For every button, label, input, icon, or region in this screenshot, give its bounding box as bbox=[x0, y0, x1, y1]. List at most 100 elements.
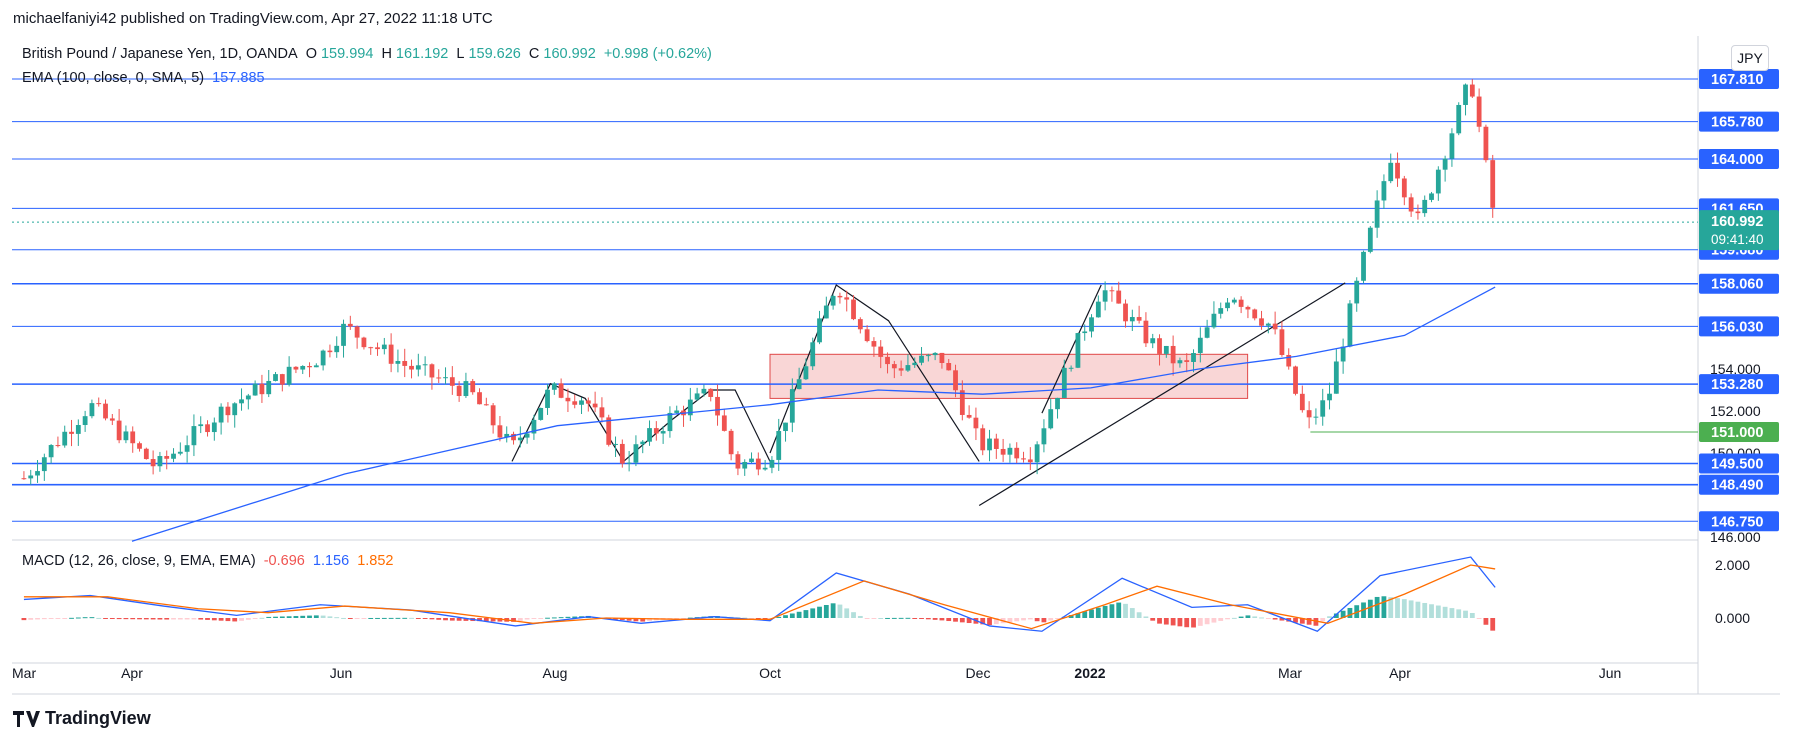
candle-body bbox=[1469, 84, 1475, 97]
histogram-bar bbox=[1225, 618, 1230, 620]
candle-body bbox=[966, 414, 972, 418]
candle-body bbox=[898, 368, 904, 371]
candle-body bbox=[490, 405, 496, 426]
brand-name: TradingView bbox=[45, 708, 151, 728]
candle-body bbox=[293, 366, 299, 370]
candle-body bbox=[1279, 329, 1285, 355]
candle-body bbox=[932, 352, 938, 356]
histogram-bar bbox=[511, 618, 516, 622]
candle-body bbox=[1361, 251, 1366, 281]
candle-body bbox=[844, 297, 850, 300]
histogram-bar bbox=[75, 617, 81, 619]
candle-body bbox=[735, 454, 741, 469]
candle-body bbox=[585, 400, 591, 404]
candle-body bbox=[959, 390, 965, 415]
candle-body bbox=[130, 431, 136, 444]
change-value: +0.998 (+0.62%) bbox=[603, 46, 712, 62]
histogram-bar bbox=[939, 618, 945, 621]
histogram-bar bbox=[878, 617, 884, 619]
candle-body bbox=[755, 458, 761, 470]
currency-button[interactable]: JPY bbox=[1731, 45, 1769, 71]
histogram-bar bbox=[898, 617, 904, 619]
candle-body bbox=[1340, 346, 1346, 362]
level-badge-label: 146.750 bbox=[1711, 514, 1763, 530]
histogram-bar bbox=[844, 608, 850, 618]
histogram-bar bbox=[980, 618, 986, 625]
candle-body bbox=[993, 438, 999, 449]
candle-body bbox=[266, 380, 272, 395]
candle-body bbox=[48, 445, 54, 458]
histogram-bar bbox=[334, 617, 340, 619]
candle-body bbox=[137, 443, 142, 449]
candle-body bbox=[69, 431, 74, 434]
candle-body bbox=[1442, 158, 1448, 170]
candle-body bbox=[116, 420, 122, 441]
tradingview-logo[interactable]: TradingView bbox=[13, 708, 151, 729]
histogram-bar bbox=[789, 613, 795, 618]
histogram-bar bbox=[565, 616, 571, 618]
candle-body bbox=[742, 461, 748, 469]
price-tick-label: 146.000 bbox=[1710, 529, 1761, 545]
histogram-bar bbox=[864, 618, 870, 619]
histogram-bar bbox=[1299, 618, 1305, 624]
candle-body bbox=[885, 356, 890, 365]
candle-body bbox=[538, 407, 544, 420]
candle-body bbox=[28, 475, 34, 479]
candle-body bbox=[1095, 301, 1101, 318]
histogram-bar bbox=[1014, 618, 1020, 622]
candle-body bbox=[1313, 416, 1319, 418]
candle-body bbox=[694, 393, 700, 400]
ema-value: 157.885 bbox=[212, 70, 265, 86]
histogram-bar bbox=[211, 618, 217, 621]
candle-body bbox=[279, 374, 285, 385]
histogram-bar bbox=[157, 618, 163, 620]
macd-legend: MACD (12, 26, close, 9, EMA, EMA) -0.696… bbox=[22, 553, 398, 569]
histogram-bar bbox=[1048, 618, 1054, 621]
candle-body bbox=[796, 379, 802, 390]
candle-body bbox=[789, 389, 795, 423]
candle-body bbox=[633, 444, 639, 463]
histogram-bar bbox=[89, 617, 95, 619]
histogram-bar bbox=[307, 615, 312, 618]
candle-body bbox=[905, 365, 911, 371]
candle-body bbox=[871, 341, 877, 347]
candle-body bbox=[334, 345, 340, 353]
candle-body bbox=[402, 360, 408, 366]
candle-body bbox=[606, 417, 612, 445]
macd-tick-label: 0.000 bbox=[1715, 610, 1750, 626]
support-badge bbox=[1699, 422, 1779, 442]
candle-body bbox=[851, 299, 856, 320]
histogram-bar bbox=[1422, 602, 1428, 618]
histogram-bar bbox=[1095, 607, 1101, 618]
histogram-bar bbox=[1150, 618, 1156, 621]
candle-body bbox=[1143, 320, 1149, 344]
time-tick-label: Mar bbox=[1278, 665, 1302, 681]
histogram-bar bbox=[517, 618, 523, 621]
candle-body bbox=[1075, 333, 1081, 368]
candle-body bbox=[551, 383, 557, 390]
candle-body bbox=[1211, 313, 1217, 328]
histogram-bar bbox=[368, 617, 374, 619]
histogram-bar bbox=[647, 618, 652, 621]
candle-body bbox=[1014, 447, 1020, 459]
candle-body bbox=[864, 329, 870, 342]
histogram-bar bbox=[857, 615, 863, 618]
histogram-bar bbox=[143, 618, 149, 620]
histogram-bar bbox=[1483, 618, 1489, 625]
histogram-bar bbox=[1007, 618, 1013, 623]
candle-body bbox=[919, 355, 924, 363]
candle-body bbox=[150, 459, 156, 467]
candle-body bbox=[245, 395, 251, 400]
candle-body bbox=[320, 350, 326, 366]
histogram-bar bbox=[177, 618, 183, 620]
time-tick-label: Aug bbox=[543, 665, 568, 681]
histogram-bar bbox=[851, 612, 856, 618]
histogram-bar bbox=[409, 617, 414, 619]
histogram-bar bbox=[150, 618, 156, 620]
histogram-bar bbox=[1388, 597, 1394, 618]
low-value: L 159.626 bbox=[456, 46, 521, 62]
candle-body bbox=[347, 323, 353, 327]
candle-body bbox=[368, 347, 374, 349]
candle-body bbox=[1027, 459, 1033, 463]
